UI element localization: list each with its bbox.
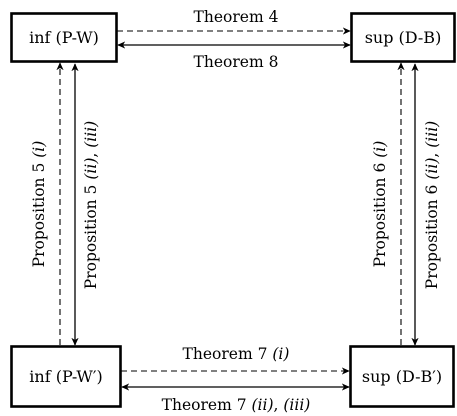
- node-inf-pw-prime: inf (P-W′): [10, 345, 122, 408]
- edge-right-solid-label: Proposition 6 (ii), (iii): [423, 121, 441, 289]
- node-sup-db-prime-label: sup (D-B′): [362, 367, 442, 386]
- edge-top-dashed-label: Theorem 4: [194, 8, 279, 26]
- node-sup-db-prime: sup (D-B′): [349, 345, 455, 408]
- node-inf-pw-prime-label: inf (P-W′): [29, 367, 102, 386]
- edge-left-solid-label: Proposition 5 (ii), (iii): [82, 121, 100, 289]
- node-inf-pw: inf (P-W): [10, 12, 118, 63]
- edge-bottom-solid-label: Theorem 7 (ii), (iii): [162, 396, 311, 414]
- edge-bottom-dashed-label: Theorem 7 (i): [183, 345, 290, 363]
- node-sup-db: sup (D-B): [350, 12, 456, 63]
- edge-right-dashed-label: Proposition 6 (i): [371, 141, 389, 268]
- node-sup-db-label: sup (D-B): [365, 28, 442, 47]
- edge-top-solid-label: Theorem 8: [194, 53, 279, 71]
- edge-left-dashed-label: Proposition 5 (i): [30, 141, 48, 268]
- node-inf-pw-label: inf (P-W): [29, 28, 99, 47]
